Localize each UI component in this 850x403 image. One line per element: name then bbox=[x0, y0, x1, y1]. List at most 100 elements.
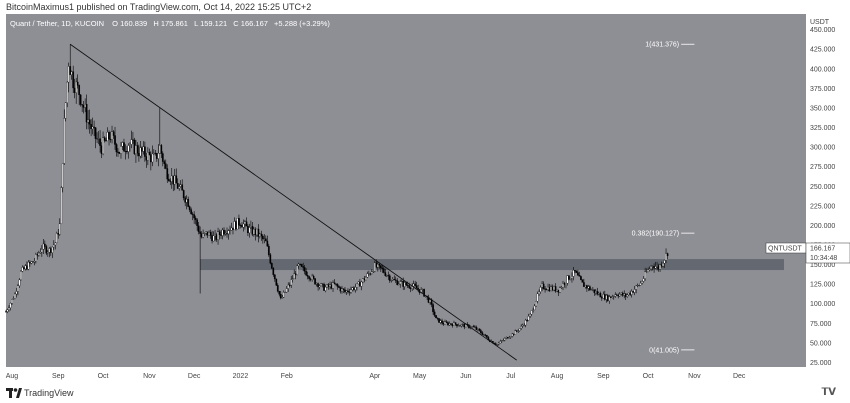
candle bbox=[46, 250, 49, 257]
candle bbox=[217, 227, 219, 245]
x-tick-label: Aug bbox=[6, 373, 19, 380]
y-tick-label: 50.000 bbox=[810, 340, 832, 347]
candle bbox=[273, 274, 276, 282]
candle bbox=[52, 240, 55, 251]
candle bbox=[378, 263, 381, 269]
candle bbox=[536, 291, 539, 304]
candle bbox=[187, 196, 190, 208]
candle bbox=[193, 211, 196, 224]
candle bbox=[648, 266, 651, 272]
candle bbox=[572, 267, 575, 281]
candle bbox=[499, 339, 502, 344]
candle bbox=[317, 282, 319, 291]
candle bbox=[144, 141, 146, 162]
candle bbox=[166, 164, 169, 183]
candle bbox=[560, 285, 563, 289]
candle bbox=[382, 266, 385, 274]
time-axis[interactable] bbox=[0, 367, 806, 384]
candle bbox=[518, 328, 521, 332]
candle bbox=[459, 325, 461, 327]
candle bbox=[524, 318, 527, 328]
candle bbox=[474, 324, 476, 328]
candle bbox=[379, 265, 382, 273]
candle bbox=[596, 287, 599, 296]
candle bbox=[33, 257, 36, 266]
y-tick-label: 300.000 bbox=[810, 145, 835, 152]
candle bbox=[538, 289, 540, 296]
y-tick-label: 375.000 bbox=[810, 86, 835, 93]
candle bbox=[454, 322, 457, 326]
candle bbox=[630, 289, 633, 298]
candle bbox=[94, 127, 97, 149]
candle bbox=[139, 140, 142, 159]
x-tick-label: Sep bbox=[597, 373, 610, 380]
candle bbox=[54, 242, 57, 250]
candle bbox=[659, 263, 661, 272]
candle bbox=[17, 283, 19, 296]
candle bbox=[78, 84, 81, 106]
x-tick-label: Dec bbox=[188, 373, 201, 380]
candle bbox=[611, 294, 614, 299]
candle bbox=[178, 183, 181, 191]
candle bbox=[562, 280, 564, 291]
candle bbox=[167, 173, 170, 182]
candle bbox=[332, 280, 334, 293]
candle bbox=[580, 275, 582, 281]
candle bbox=[300, 263, 303, 268]
candle bbox=[523, 323, 526, 327]
candle bbox=[371, 268, 373, 275]
candle bbox=[650, 265, 652, 272]
symbol-label: Quant / Tether, 1D, KUCOIN O 160.839 H 1… bbox=[10, 19, 330, 28]
candle bbox=[589, 285, 591, 291]
candle bbox=[79, 94, 82, 107]
footer: TradingView 𝗧𝗩 bbox=[0, 384, 850, 403]
candle bbox=[272, 267, 275, 277]
publisher-caption: BitcoinMaximus1 published on TradingView… bbox=[6, 2, 312, 12]
candle bbox=[568, 275, 570, 281]
candle bbox=[38, 250, 40, 257]
candle bbox=[102, 131, 104, 156]
candle bbox=[296, 264, 299, 276]
candle bbox=[483, 334, 485, 336]
candlestick-chart[interactable]: 1(431.376) 0.382(190.127) 0(41.005) Quant … bbox=[0, 0, 850, 384]
candle bbox=[115, 142, 118, 157]
bar-countdown: 10:34:48 bbox=[810, 255, 837, 262]
candle bbox=[260, 230, 263, 241]
candle bbox=[261, 234, 264, 244]
candle bbox=[333, 279, 336, 285]
candle bbox=[278, 290, 281, 297]
candle bbox=[593, 289, 596, 296]
candle bbox=[438, 318, 440, 323]
candle bbox=[64, 102, 67, 122]
candle bbox=[390, 279, 393, 283]
candle bbox=[130, 130, 133, 149]
candle bbox=[287, 282, 290, 292]
candle bbox=[514, 329, 517, 335]
candle bbox=[399, 279, 402, 288]
candle bbox=[574, 270, 576, 274]
x-tick-label: Jun bbox=[460, 373, 471, 380]
candle bbox=[242, 219, 245, 232]
candle bbox=[182, 189, 185, 201]
candle bbox=[55, 231, 58, 244]
price-axis[interactable] bbox=[806, 14, 850, 384]
candle bbox=[365, 275, 367, 281]
candle bbox=[481, 331, 484, 336]
candle bbox=[347, 288, 349, 294]
x-tick-label: Oct bbox=[643, 373, 654, 380]
candle bbox=[354, 283, 357, 293]
candle bbox=[103, 136, 106, 143]
candle bbox=[61, 163, 64, 193]
x-tick-label: May bbox=[413, 373, 427, 380]
candle bbox=[571, 272, 573, 283]
footer-brand: TradingView bbox=[24, 388, 74, 398]
candle bbox=[642, 276, 645, 283]
candle bbox=[45, 244, 48, 256]
candle bbox=[305, 268, 307, 276]
x-tick-label: Jul bbox=[506, 373, 515, 380]
candle bbox=[475, 325, 478, 331]
candle bbox=[432, 302, 434, 315]
x-tick-label: Nov bbox=[688, 373, 701, 380]
candle bbox=[279, 291, 282, 300]
candle bbox=[666, 252, 669, 260]
